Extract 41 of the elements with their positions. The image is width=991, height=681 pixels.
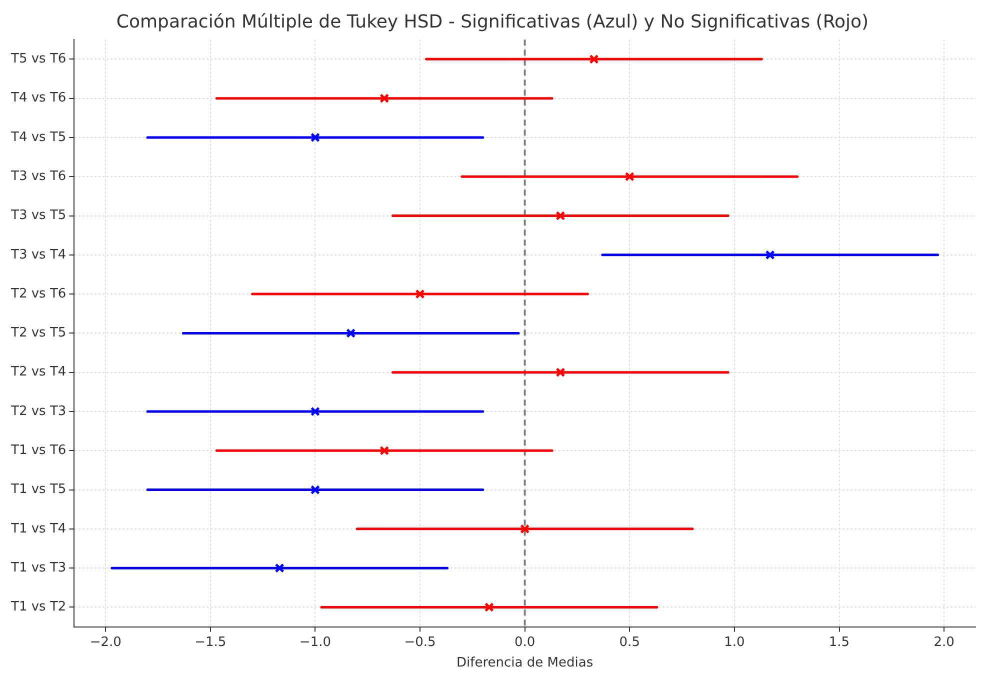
- y-tick-label: T4 vs T6: [10, 90, 66, 106]
- x-tick-label: −1.5: [194, 634, 226, 650]
- y-tick-label: T4 vs T5: [10, 130, 66, 145]
- point: [556, 210, 566, 221]
- x-tick-label: 0.0: [514, 634, 536, 650]
- point: [520, 524, 530, 534]
- y-tick-label: T2 vs T6: [10, 286, 66, 302]
- point: [274, 563, 284, 573]
- x-tick-label: −1.0: [299, 634, 331, 650]
- point: [415, 289, 425, 299]
- y-tick-label: T1 vs T2: [10, 600, 66, 615]
- point: [310, 485, 320, 495]
- x-tick-label: 0.5: [619, 634, 640, 650]
- point: [556, 368, 566, 378]
- y-tick-label: T1 vs T6: [10, 443, 66, 458]
- x-axis-title: Diferencia de Medias: [456, 656, 594, 671]
- y-tick-label: T2 vs T4: [10, 364, 66, 380]
- y-tick-label: T1 vs T5: [10, 482, 66, 498]
- x-tick-label: 1.5: [828, 634, 850, 650]
- y-tick-label: T3 vs T5: [10, 208, 66, 224]
- y-tick-label: T2 vs T3: [10, 404, 66, 419]
- y-tick-label: T2 vs T5: [10, 326, 66, 341]
- point: [624, 172, 634, 182]
- point: [310, 406, 320, 416]
- y-tick-label: T1 vs T3: [10, 560, 66, 576]
- point: [310, 132, 320, 142]
- point: [484, 602, 494, 612]
- x-tick-label: 1.0: [724, 634, 745, 650]
- x-tick-label: −2.0: [90, 634, 122, 650]
- point: [346, 328, 356, 338]
- chart-title: Comparación Múltiple de Tukey HSD - Significativas (Azul) y No Significativas (Rojo): [116, 11, 869, 32]
- point: [380, 94, 390, 104]
- y-tick-label: T3 vs T4: [10, 247, 66, 262]
- x-tick-label: −0.5: [404, 634, 436, 650]
- y-tick-label: T3 vs T6: [10, 168, 66, 184]
- point: [380, 446, 390, 456]
- x-tick-label: 2.0: [934, 634, 954, 650]
- point: [589, 54, 599, 64]
- y-tick-label: T5 vs T6: [10, 52, 66, 67]
- point: [765, 250, 775, 260]
- y-tick-label: T1 vs T4: [10, 521, 66, 536]
